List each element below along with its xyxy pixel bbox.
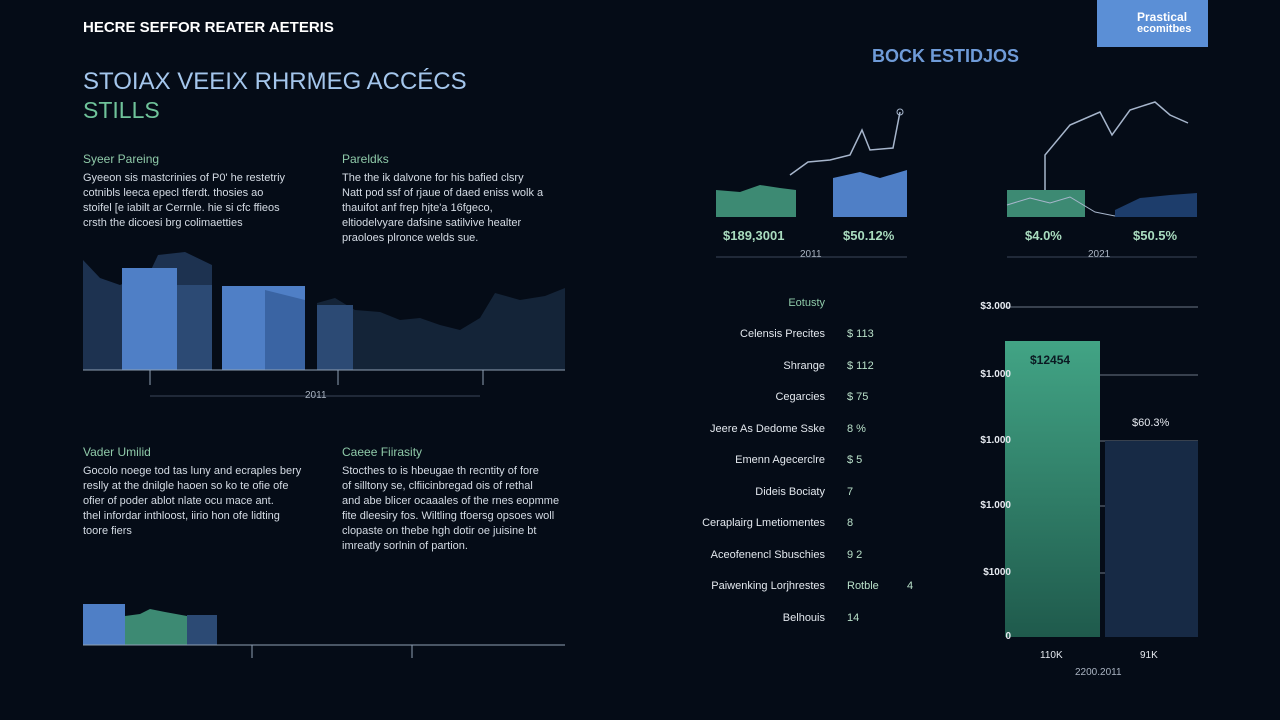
main-subtitle: STILLS: [83, 97, 160, 123]
bottom-left-chart: [83, 604, 565, 658]
stat-value: $189,3001: [723, 228, 785, 243]
section-line: Gocolo noege tod tas luny and ecraples b…: [83, 465, 302, 477]
row-label: Jeere As Dedome Sske: [710, 422, 825, 435]
x-axis-label: 110K: [1040, 650, 1063, 661]
row-label: Belhouis: [782, 611, 825, 624]
row-value: 14: [847, 611, 860, 624]
list-heading: Eotusty: [788, 297, 825, 309]
logo-box: [1097, 0, 1208, 47]
row-label: Dideis Bociaty: [755, 485, 825, 498]
section-heading: Syeer Pareing: [83, 152, 160, 166]
section-line: ofier of poder ablot nlate ocu mace ant.: [83, 495, 274, 507]
row-label: Cegarcies: [775, 391, 825, 403]
section-line: cotnibls leeca epecl tferdt. thosies ao: [83, 187, 264, 199]
y-axis-label: $1000: [983, 567, 1011, 578]
section-line: clopaste on thebe hgh dotir oe juisine b…: [342, 525, 537, 537]
row-value: Rotble: [847, 580, 879, 592]
row-label: Aceofenencl Sbuschies: [710, 548, 825, 561]
section-line: toore fiers: [83, 525, 132, 537]
stat-value: $50.5%: [1133, 228, 1178, 243]
row-label: Celensis Precites: [740, 328, 825, 340]
section-line: The the ik dalvone for his bafied clsry: [342, 172, 524, 184]
section-line: Natt pod ssf of rjaue of daed eniss wolk…: [342, 187, 544, 199]
row-label: Emenn Agecerclre: [735, 454, 825, 466]
bar-label: $12454: [1030, 353, 1071, 367]
section-heading: Pareldks: [342, 152, 389, 166]
section-heading: Vader Umilid: [83, 445, 151, 459]
row-label: Ceraplairg Lmetiomentes: [702, 517, 825, 529]
chart-caption: 2011: [305, 390, 327, 401]
section-line: thel infordar inthloost, iirio hon ofe l…: [83, 510, 280, 522]
section-line: and abe blicer ocaaales of the rnes eopm…: [342, 495, 560, 507]
main-title: STOIAX VEEIX RHRMEG ACCÉCS: [83, 68, 467, 95]
bar-chart: [1005, 306, 1198, 637]
stat-value: $50.12%: [843, 228, 895, 243]
section-line: fite dleesiry fos. Wiltling tfoersg opso…: [342, 510, 555, 522]
row-value: 8: [847, 517, 854, 529]
mid-mini-chart: [716, 108, 907, 258]
section-line: stoifel [e iabilt ar Cerrnle. hie si cfc…: [83, 202, 280, 214]
section-line: reslly at the dnilgle haoen so ko te ofi…: [83, 480, 289, 492]
y-axis-label: $1.000: [980, 500, 1011, 511]
section-line: eltiodelvyare dafsine satilvive healter: [342, 217, 522, 229]
bar-caption: 2200.2011: [1075, 667, 1122, 678]
panel-caption: 2021: [1088, 249, 1111, 260]
row-value: $ 75: [847, 391, 869, 403]
y-axis-label: $3.000: [980, 301, 1011, 312]
section-line: praoloes plronce welds sue.: [342, 232, 479, 244]
section-line: of silltony se, clfiicinbregad ois of re…: [342, 480, 533, 492]
section-line: imreatly sorlnin of partion.: [342, 540, 468, 552]
row-value: $ 113: [847, 328, 874, 340]
panel-caption: 2011: [800, 249, 822, 260]
right-mini-chart: [1006, 101, 1197, 258]
section-line: Gyeeon sis mastcrinies of P0' he restetr…: [83, 172, 286, 184]
y-axis-label: $1.000: [980, 435, 1011, 446]
left-chart: [83, 252, 565, 397]
row-label: Paiwenking Lorjhrestes: [711, 580, 825, 592]
section-heading: Caeee Fiirasity: [342, 445, 423, 459]
section-line: thauifot anf frep hjte'a 16fgeco,: [342, 202, 493, 214]
right-title: BOCK ESTIDJOS: [872, 46, 1020, 66]
y-axis-label: 0: [1005, 631, 1011, 642]
logo-text: Prastical: [1137, 10, 1188, 24]
y-axis-label: $1.000: [980, 369, 1011, 380]
logo-text: ecomitbes: [1137, 23, 1192, 35]
row-value: $ 5: [847, 454, 863, 466]
row-label: Shrange: [783, 359, 825, 372]
row-value: 7: [847, 485, 854, 498]
section-line: Stocthes to is hbeugae th recntity of fo…: [342, 465, 539, 477]
stat-value: $4.0%: [1025, 228, 1062, 243]
section-line: crsth the dicoesi brg colimaetties: [83, 217, 243, 229]
x-axis-label: 91K: [1140, 650, 1158, 661]
row-value: $ 112: [847, 359, 874, 372]
row-extra: 4: [907, 580, 914, 592]
row-value: 9 2: [847, 548, 863, 561]
bar-label: $60.3%: [1132, 417, 1170, 429]
header-title: HECRE SEFFOR REATER AETERIS: [83, 19, 334, 36]
row-value: 8 %: [847, 422, 866, 435]
